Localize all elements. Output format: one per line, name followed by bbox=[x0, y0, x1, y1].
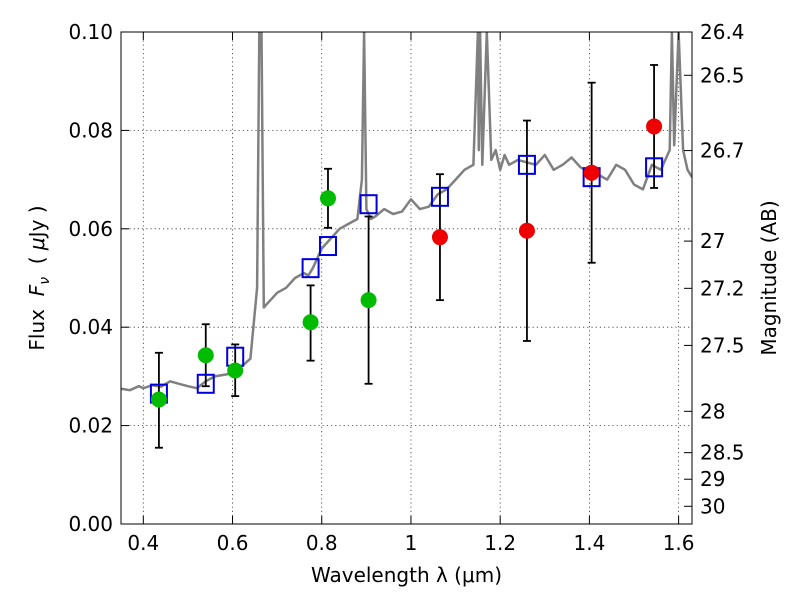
axis-ticks: 0.4 0.6 0.8 1 1.2 1.4 1.6 0.00 0.02 0.04 0.06 0.08 0… bbox=[68, 20, 744, 555]
y-tick-label: 0.04 bbox=[68, 315, 113, 339]
right-tick-label: 28.5 bbox=[700, 441, 745, 465]
right-axis-label: Magnitude (AB) bbox=[757, 200, 781, 355]
model-square-marker bbox=[196, 373, 215, 394]
x-axis-label: Wavelength λ (μm) bbox=[311, 563, 502, 587]
observed-point bbox=[150, 391, 167, 408]
y-tick-label: 0.06 bbox=[68, 217, 113, 241]
right-tick-label: 26.4 bbox=[700, 20, 745, 44]
plot-area bbox=[121, 32, 692, 449]
y-tick-label: 0.00 bbox=[68, 512, 113, 536]
right-tick-label: 30 bbox=[700, 494, 725, 518]
x-tick-label: 1.2 bbox=[484, 531, 516, 555]
right-tick-label: 27.5 bbox=[700, 333, 745, 357]
x-tick-label: 1.4 bbox=[573, 531, 605, 555]
right-tick-label: 26.5 bbox=[700, 63, 745, 87]
observed-point bbox=[302, 314, 319, 331]
observed-point bbox=[360, 292, 377, 309]
model-square-marker bbox=[430, 186, 449, 207]
observed-point bbox=[518, 222, 535, 239]
x-tick-label: 1.6 bbox=[663, 531, 695, 555]
x-tick-label: 1 bbox=[405, 531, 418, 555]
right-tick-label: 27 bbox=[700, 229, 725, 253]
observed-point bbox=[197, 347, 214, 364]
observed-point bbox=[583, 164, 600, 181]
observed-point bbox=[319, 190, 336, 207]
right-tick-label: 27.2 bbox=[700, 276, 745, 300]
observed-point bbox=[646, 118, 663, 135]
axes-frame bbox=[120, 31, 693, 525]
right-tick-label: 26.7 bbox=[700, 139, 745, 163]
y-axis-label: Flux Fν ( μJy ) bbox=[25, 205, 53, 350]
x-tick-label: 0.8 bbox=[306, 531, 338, 555]
y-tick-label: 0.10 bbox=[68, 20, 113, 44]
observed-point bbox=[431, 229, 448, 246]
right-tick-label: 29 bbox=[700, 467, 725, 491]
y-tick-label: 0.08 bbox=[68, 118, 113, 142]
model-square-marker bbox=[359, 194, 378, 215]
model-square-marker bbox=[301, 258, 320, 279]
x-tick-label: 0.6 bbox=[217, 531, 249, 555]
x-tick-label: 0.4 bbox=[127, 531, 159, 555]
y-tick-label: 0.02 bbox=[68, 414, 113, 438]
model-square-marker bbox=[517, 154, 536, 175]
observed-point bbox=[227, 362, 244, 379]
right-tick-label: 28 bbox=[700, 399, 725, 423]
model-square-marker bbox=[645, 157, 664, 178]
model-square-marker bbox=[318, 236, 337, 257]
grid-lines bbox=[121, 31, 692, 525]
